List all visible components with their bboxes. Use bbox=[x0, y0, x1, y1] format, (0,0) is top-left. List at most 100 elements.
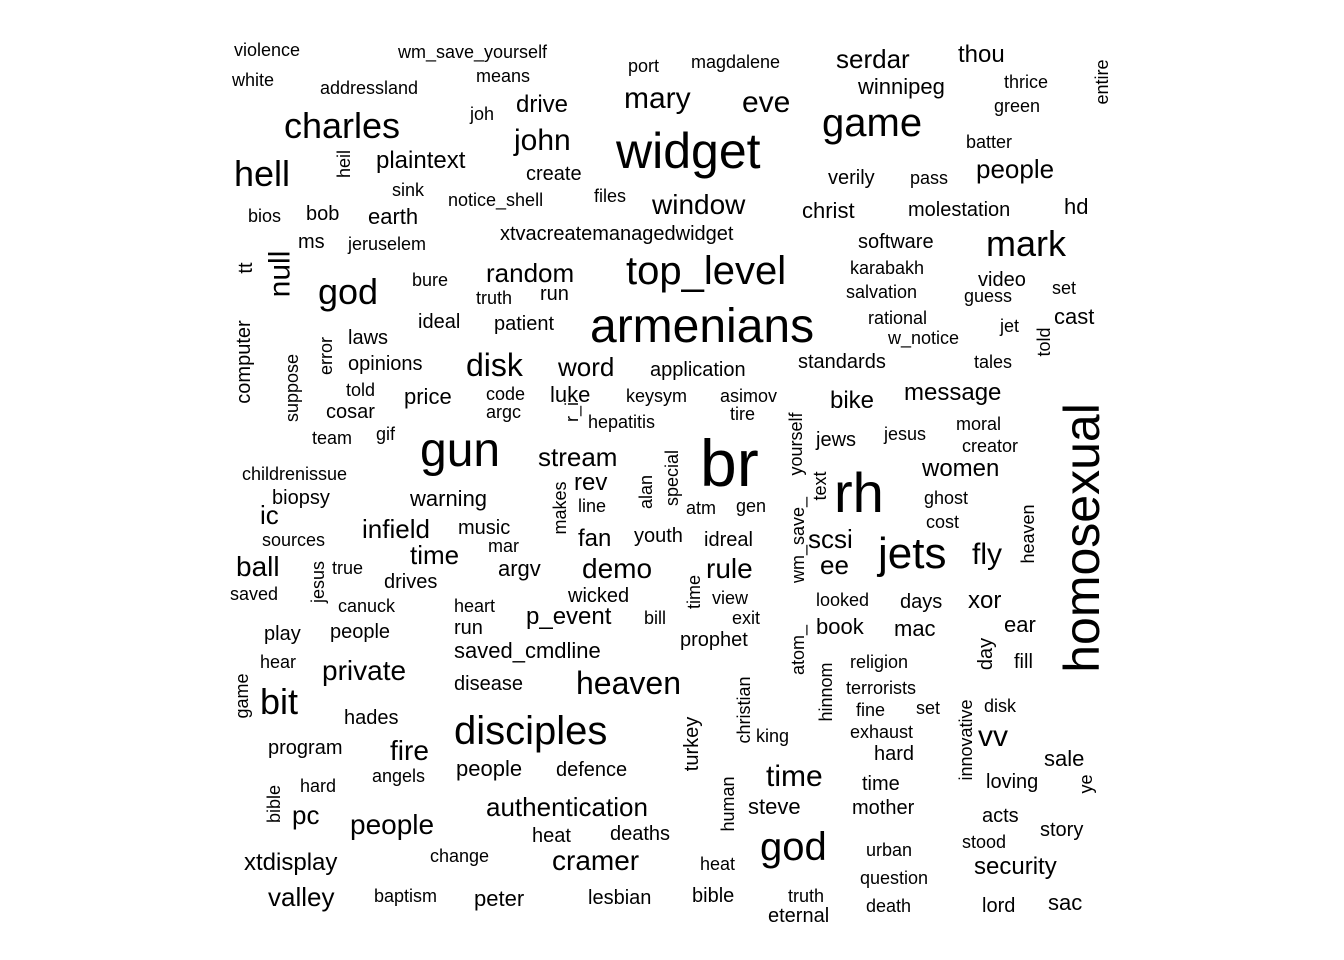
word: eve bbox=[742, 86, 790, 119]
word: king bbox=[756, 726, 789, 746]
word: xtdisplay bbox=[244, 849, 337, 876]
word: sac bbox=[1048, 890, 1082, 915]
word: notice_shell bbox=[448, 190, 543, 211]
word: steve bbox=[748, 794, 801, 819]
word: hard bbox=[874, 743, 914, 765]
word: charles bbox=[284, 105, 400, 146]
word: wm_save_ bbox=[788, 496, 809, 584]
word: true bbox=[332, 558, 363, 578]
word: entire bbox=[1092, 59, 1112, 104]
word: hades bbox=[344, 707, 399, 729]
word: standards bbox=[798, 351, 886, 373]
word: atm bbox=[686, 498, 716, 518]
word: rh bbox=[834, 461, 884, 524]
word: disciples bbox=[454, 709, 607, 753]
word: stood bbox=[962, 832, 1006, 852]
word: top_level bbox=[626, 249, 786, 293]
word: special bbox=[662, 450, 682, 506]
word: baptism bbox=[374, 886, 437, 906]
word: time bbox=[410, 540, 459, 570]
word: saved_cmdline bbox=[454, 638, 601, 663]
word: childrenissue bbox=[242, 464, 347, 484]
word: p_event bbox=[526, 603, 612, 630]
word: cast bbox=[1054, 304, 1094, 329]
word: jesus bbox=[308, 561, 328, 604]
word: w_notice bbox=[887, 328, 959, 349]
word: bit bbox=[260, 681, 298, 722]
word: application bbox=[650, 359, 746, 381]
word: biopsy bbox=[272, 487, 330, 509]
word: moral bbox=[956, 414, 1001, 434]
word: fill bbox=[1014, 651, 1033, 673]
word: play bbox=[264, 623, 301, 645]
word: cost bbox=[926, 512, 959, 532]
word: price bbox=[404, 384, 452, 409]
word: fine bbox=[856, 700, 885, 720]
word: create bbox=[526, 163, 582, 185]
word: time bbox=[684, 575, 704, 609]
word: rational bbox=[868, 308, 927, 328]
word: patient bbox=[494, 313, 554, 335]
word: disk bbox=[466, 347, 524, 383]
word: hell bbox=[234, 153, 290, 194]
word: fly bbox=[972, 538, 1002, 571]
word: christ bbox=[802, 198, 855, 223]
word: urban bbox=[866, 840, 912, 860]
word: pass bbox=[910, 168, 948, 188]
word: looked bbox=[816, 590, 869, 610]
word: argv bbox=[498, 556, 541, 581]
word: book bbox=[816, 614, 865, 639]
word: white bbox=[231, 70, 274, 90]
word: hard bbox=[300, 776, 336, 796]
word: wm_save_yourself bbox=[397, 42, 548, 63]
word: gun bbox=[420, 424, 500, 477]
word: port bbox=[628, 56, 659, 76]
word: deaths bbox=[610, 823, 670, 845]
word: r_i bbox=[562, 402, 583, 422]
word: heat bbox=[532, 825, 571, 847]
word: mark bbox=[986, 223, 1067, 264]
word: line bbox=[578, 496, 606, 516]
word: innovative bbox=[956, 699, 976, 780]
word: video bbox=[978, 269, 1026, 291]
word: suppose bbox=[282, 354, 302, 422]
word: yourself bbox=[786, 411, 806, 475]
word: lesbian bbox=[588, 887, 651, 909]
word: sink bbox=[392, 180, 425, 200]
word: xtvacreatemanagedwidget bbox=[500, 223, 734, 245]
word: team bbox=[312, 428, 352, 448]
word: creator bbox=[962, 436, 1018, 456]
word: luke bbox=[550, 382, 590, 407]
word: told bbox=[346, 380, 375, 400]
word: vv bbox=[978, 720, 1008, 753]
word: rev bbox=[574, 469, 607, 496]
word: drives bbox=[384, 571, 437, 593]
word: people bbox=[456, 756, 522, 781]
word: valley bbox=[268, 882, 334, 912]
word: guess bbox=[964, 286, 1012, 306]
word: change bbox=[430, 846, 489, 866]
word: pc bbox=[292, 800, 319, 830]
word: women bbox=[921, 455, 999, 482]
word: cosar bbox=[326, 401, 375, 423]
word: ic bbox=[260, 500, 279, 530]
word: jews bbox=[815, 429, 856, 451]
word: computer bbox=[233, 320, 255, 404]
word: batter bbox=[966, 132, 1012, 152]
word: homosexual bbox=[1054, 403, 1110, 673]
word: joh bbox=[469, 104, 494, 124]
word: program bbox=[268, 737, 342, 759]
word: jesus bbox=[883, 424, 926, 444]
word: game bbox=[822, 101, 922, 145]
word: god bbox=[760, 825, 827, 869]
word: jeruselem bbox=[347, 234, 426, 254]
word: day bbox=[975, 638, 997, 670]
word: verily bbox=[828, 167, 875, 189]
word: fire bbox=[390, 735, 429, 766]
word: earth bbox=[368, 204, 418, 229]
word: means bbox=[476, 66, 530, 86]
word: cramer bbox=[552, 845, 639, 876]
word: sources bbox=[262, 530, 325, 550]
